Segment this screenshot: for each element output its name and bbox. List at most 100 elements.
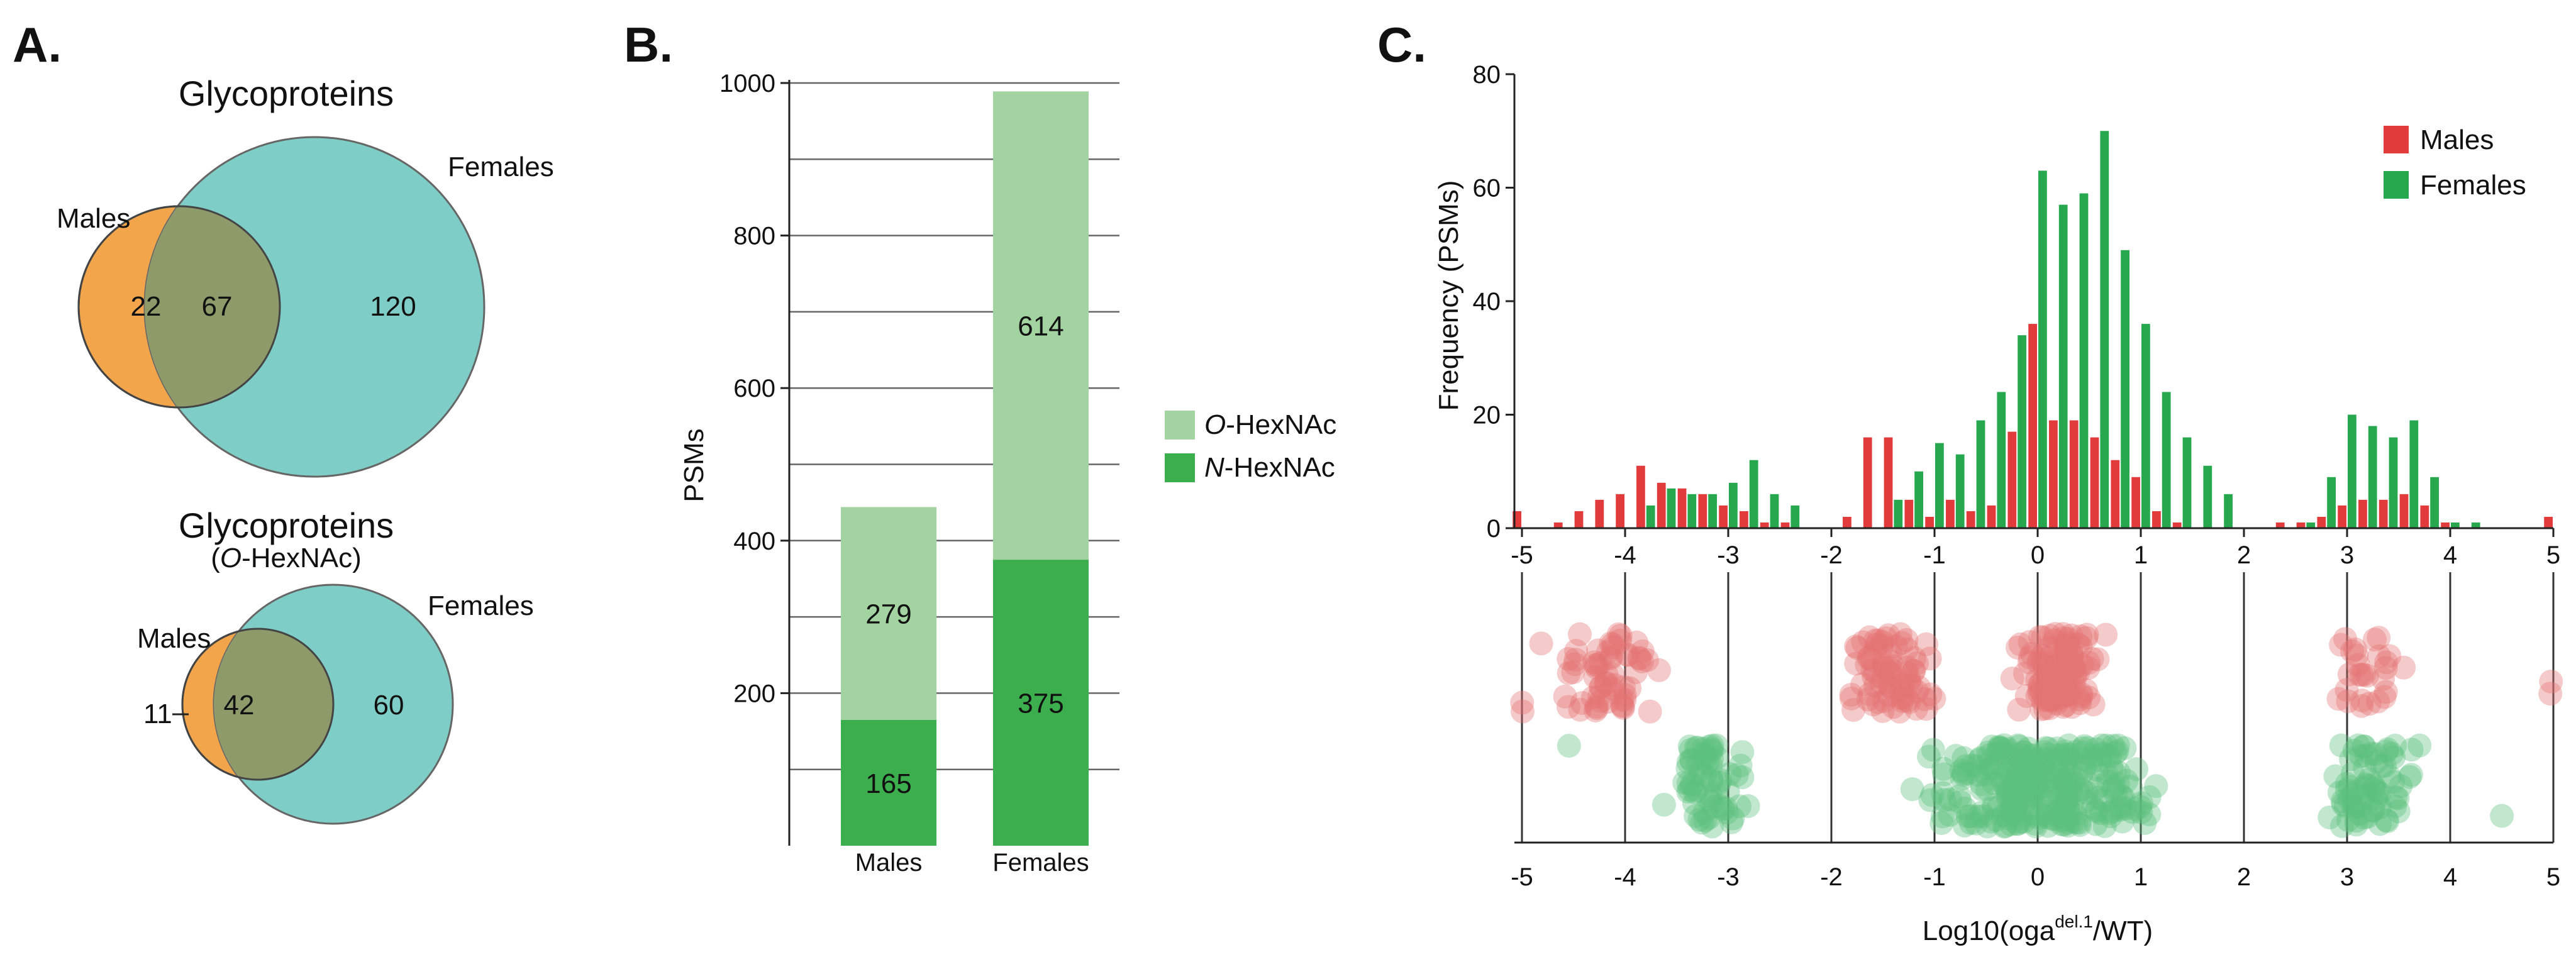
hist-bar-males [2317,516,2326,528]
strip-point-females [1672,770,1697,795]
strip-point-males [1887,699,1912,724]
histogram-axes: 0 20 40 60 80 -5 -4 -3 -2 -1 0 1 2 3 4 5 [1473,61,2561,569]
strip-point-males [1897,667,1921,692]
strip-point-females [2087,773,2111,798]
strip-point-females [1993,738,2018,763]
bar-value-label: 614 [1018,311,1063,342]
strip-point-females [2137,785,2162,809]
strip-point-females [1690,810,1714,835]
strip-point-females [2024,779,2048,804]
strip-point-females [1955,804,1980,829]
hist-bar-females [1708,494,1717,528]
strip-point-females [2024,814,2048,839]
strip-x-tick-label: -1 [1923,863,1946,891]
strip-point-males [2075,622,2099,647]
strip-point-females [1682,791,1706,816]
strip-point-females [2375,809,2400,834]
strip-point-males [2037,663,2062,687]
strip-point-males [2538,682,2563,706]
hist-bar-males [2296,522,2306,528]
strip-point-females [2343,794,2367,819]
strip-point-females [2357,767,2382,792]
strip-point-males [1611,695,1635,720]
hist-bar-females [2182,437,2192,528]
strip-point-females [1684,804,1708,828]
strip-point-females [2089,733,2114,758]
strip-point-females [2372,753,2397,778]
strip-point-males [1877,660,1902,685]
strip-point-males [2028,624,2052,649]
strip-point-females [2100,799,2124,824]
strip-point-males [2062,656,2086,680]
strip-point-males [1890,686,1915,711]
strip-point-males [1890,673,1914,697]
hist-x-tick-label: -4 [1614,541,1636,569]
strip-point-females [2041,807,2066,831]
strip-point-males [2080,646,2104,671]
strip-point-females [2056,742,2080,766]
strip-point-males [2366,689,2390,714]
strip-point-females [1975,777,1999,802]
hist-x-tick-label: 0 [2031,541,2045,569]
strip-point-males [1608,623,1633,648]
strip-point-females [1730,740,1755,765]
strip-point-females [2067,810,2091,835]
strip-point-females [2058,762,2082,787]
strip-point-males [1567,622,1592,646]
strip-point-males [2367,626,2391,650]
strip-point-females [1989,736,2013,761]
strip-point-males [2068,691,2092,716]
strip-x-tick-label: -5 [1511,863,1533,891]
strip-point-females [2106,733,2130,758]
hist-x-tick-label: 3 [2340,541,2354,569]
legend-swatch-females [2384,171,2409,199]
strip-point-females [2097,800,2122,825]
hist-bar-females [1935,443,1944,528]
strip-point-females [2043,801,2067,826]
strip-point-females [1728,753,1753,778]
strip-point-males [1877,683,1902,707]
strip-point-males [2367,644,2392,668]
strip-point-males [2054,635,2079,660]
strip-point-females [1999,812,2023,837]
strip-point-males [1901,659,1926,683]
strip-point-females [1679,738,1703,762]
strip-point-females [1721,806,1745,831]
hist-bar-males [2358,499,2367,528]
strip-point-males [1596,639,1620,664]
strip-point-females [1918,788,1943,812]
strip-point-males [1584,694,1609,719]
strip-point-males [2044,660,2068,684]
strip-point-females [1715,800,1740,825]
strip-point-females [2041,785,2066,810]
strip-point-males [2351,662,2376,687]
hist-bar-males [2069,420,2079,528]
strip-point-females [1697,805,1721,830]
strip-point-females [2144,774,2168,799]
strip-point-males [2036,646,2061,670]
hist-bar-females [1976,420,1985,528]
strip-point-males [2350,689,2374,713]
bar-females-n-hexnac [993,560,1089,846]
strip-point-females [2346,733,2370,758]
strip-point-females [1702,795,1727,819]
strip-point-males [1601,632,1625,656]
strip-point-females [1931,756,1956,781]
strip-point-females [1982,756,2006,781]
strip-point-females [2009,781,2033,805]
strip-point-females [1982,796,2006,821]
strip-point-males [2018,629,2042,654]
strip-point-females [2011,763,2036,788]
strip-point-females [2385,786,2410,810]
strip-point-females [1984,808,2008,833]
strip-point-females [2058,746,2083,771]
strip-point-males [1844,651,1868,676]
strip-point-females [2336,808,2360,833]
strip-point-males [1907,675,1931,700]
hist-bar-females [2451,522,2460,528]
hist-bar-males [1553,522,1563,528]
strip-point-females [1981,771,2006,795]
strip-point-females [2009,805,2033,830]
strip-point-females [2002,780,2026,805]
strip-point-females [1987,734,2011,759]
